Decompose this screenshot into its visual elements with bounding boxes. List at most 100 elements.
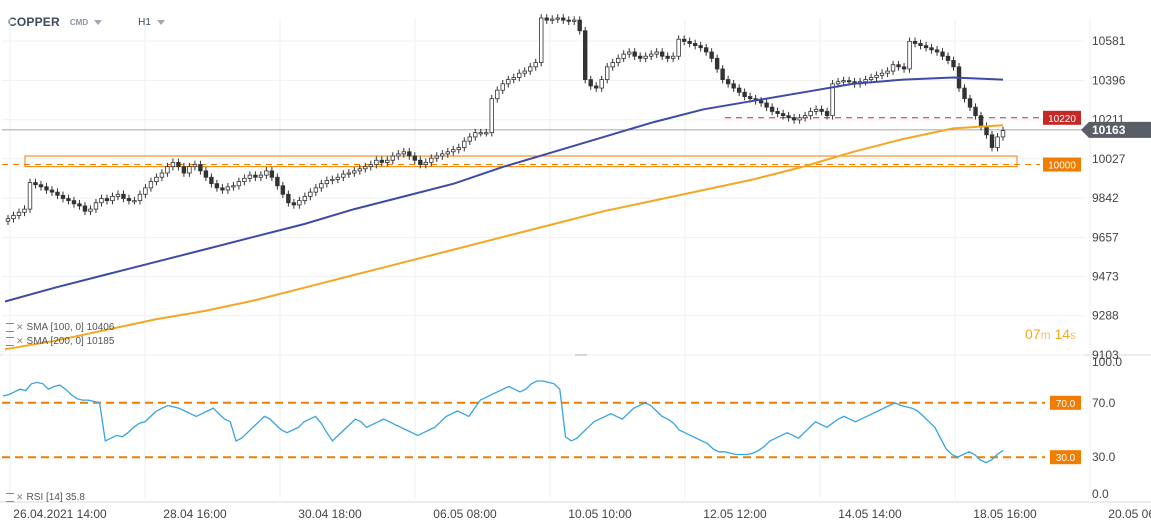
timer-min-unit: m (1040, 328, 1051, 342)
settings-icon[interactable] (6, 323, 14, 332)
candle-body (313, 187, 319, 193)
candle-body (275, 176, 280, 187)
candle-body (989, 134, 995, 148)
candle-body (659, 51, 665, 57)
candle-body (467, 136, 472, 142)
symbol-dropdown-icon[interactable] (94, 19, 103, 25)
close-icon[interactable]: ✕ (16, 492, 24, 502)
resistance-badge-text: 10220 (1048, 114, 1076, 125)
x-tick-label: 20.05 06:00 (1108, 507, 1151, 521)
candle-body (456, 147, 461, 151)
candle-body (742, 91, 747, 97)
rsi-value: 35.8 (65, 492, 85, 503)
current-price-badge: 10163 (1081, 121, 1151, 138)
candle-body (137, 193, 143, 202)
candle-countdown: 07m 14s (1025, 326, 1076, 342)
sma100-line (4, 76, 1004, 303)
y-tick-label: 9842 (1092, 191, 1119, 205)
candle-body (434, 155, 439, 159)
candle-body (978, 115, 984, 127)
candle-body (962, 87, 967, 100)
candle-body (918, 43, 923, 47)
candle-body (385, 159, 390, 163)
candle-body (720, 68, 725, 80)
timeframe-dropdown-icon[interactable] (156, 19, 165, 25)
candle-body (335, 176, 341, 180)
candle-body (885, 70, 890, 74)
candle-body (621, 53, 626, 59)
candle-body (478, 132, 483, 135)
x-tick-label: 12.05 12:00 (703, 507, 767, 521)
candle-body (610, 62, 615, 68)
candle-body (973, 106, 978, 117)
candle-body (577, 19, 582, 32)
settings-icon[interactable] (6, 493, 14, 502)
candle-body (615, 57, 621, 63)
candle-body (736, 87, 742, 93)
support-badge: 10000 (1043, 157, 1081, 172)
x-tick-label: 14.05 14:00 (838, 507, 902, 521)
candle-body (220, 187, 225, 191)
candle-body (374, 159, 379, 165)
candle-body (363, 166, 368, 170)
candle-body (143, 187, 148, 195)
candle-body (33, 182, 38, 186)
close-icon[interactable]: ✕ (16, 322, 24, 332)
candle-body (187, 166, 192, 174)
candle-body (758, 100, 764, 104)
support-badge-bg (1043, 157, 1081, 172)
candle-body (225, 186, 231, 191)
candle-body (874, 74, 879, 78)
current-price-badge-text: 10163 (1092, 123, 1126, 137)
candle-body (341, 173, 346, 178)
y-tick-label: 9103 (1092, 348, 1119, 362)
candle-body (198, 164, 203, 172)
candle-body (533, 62, 538, 68)
symbol-name[interactable]: COPPER (8, 15, 60, 29)
candle-body (38, 184, 44, 188)
rsi-legend: ✕ RSI [14] 35.8 (6, 492, 85, 503)
candle-body (308, 191, 313, 197)
candle-body (258, 174, 264, 178)
candle-body (495, 89, 500, 100)
timer-seconds: 14 (1054, 326, 1071, 342)
timer-minutes: 07 (1025, 326, 1041, 342)
candle-body (808, 111, 813, 117)
close-icon[interactable]: ✕ (16, 336, 24, 346)
candle-body (984, 125, 989, 136)
x-tick-label: 18.05 16:00 (973, 507, 1037, 521)
rsi-y-tick-label: 100.0 (1092, 355, 1122, 369)
x-tick-label: 26.04.2021 14:00 (13, 507, 107, 521)
candle-body (132, 200, 137, 203)
candle-body (445, 151, 450, 155)
candle-body (110, 195, 115, 202)
y-tick-label: 9288 (1092, 309, 1119, 323)
candle-body (995, 136, 1000, 148)
x-tick-label: 28.04 16:00 (163, 507, 227, 521)
candle-body (500, 83, 505, 91)
candle-body (462, 140, 467, 148)
settings-icon[interactable] (6, 337, 14, 346)
candle-body (561, 17, 566, 21)
candle-body (648, 53, 654, 57)
candle-body (967, 98, 973, 108)
candle-body (264, 170, 269, 176)
resistance-badge: 10220 (1043, 110, 1081, 125)
candle-body (945, 55, 951, 61)
candle-body (181, 166, 187, 174)
candle-body (522, 70, 527, 74)
candle-body (253, 174, 258, 178)
candle-body (242, 177, 247, 182)
candle-body (665, 55, 670, 59)
candle-body (368, 164, 374, 168)
candle-body (923, 45, 929, 49)
candle-body (940, 51, 945, 57)
candle-body (302, 195, 308, 202)
candle-body (588, 79, 593, 87)
candle-body (49, 189, 55, 193)
candle-body (698, 45, 703, 49)
candle-body (379, 159, 385, 163)
candle-body (247, 174, 253, 179)
rsi-level-label: 30.0 (1056, 453, 1076, 464)
